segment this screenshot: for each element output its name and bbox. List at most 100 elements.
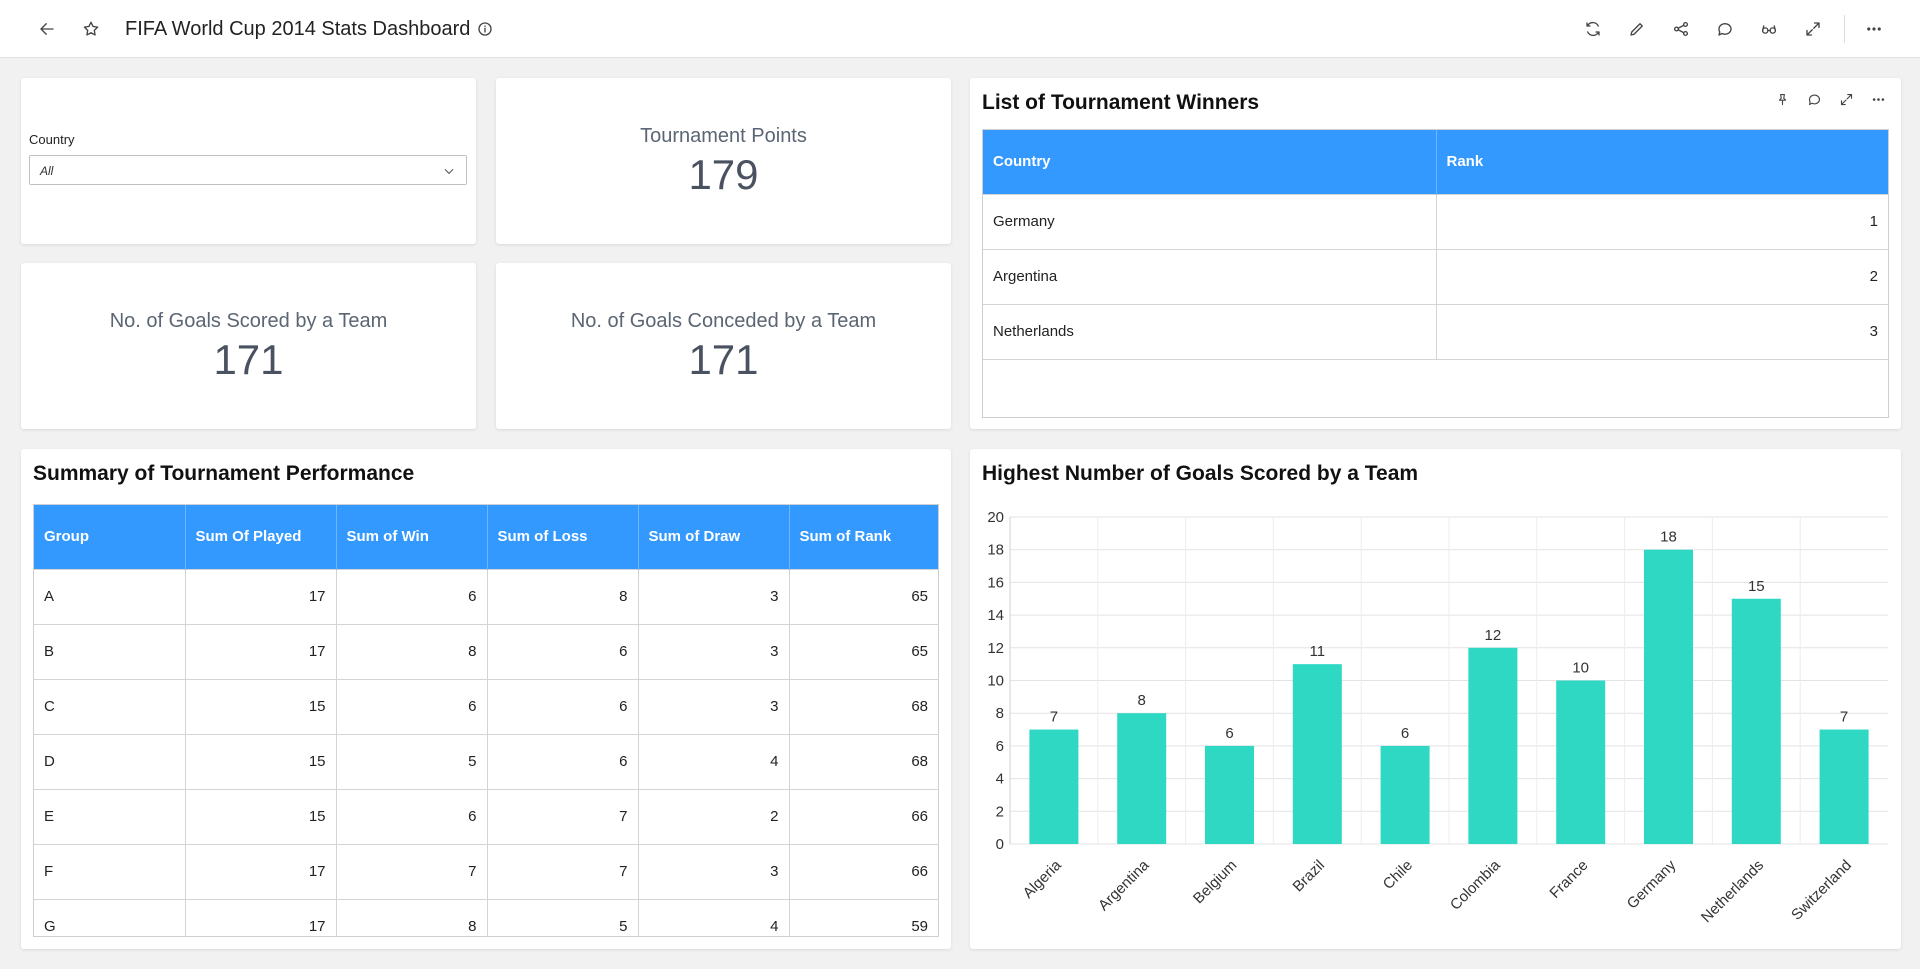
table-row[interactable]: Netherlands 3 (983, 303, 1888, 359)
bar-netherlands[interactable] (1731, 598, 1781, 844)
column-header-rank[interactable]: Rank (1436, 130, 1888, 194)
y-tick-label: 12 (987, 640, 1004, 657)
data-label: 6 (1225, 725, 1233, 742)
header-divider (1844, 15, 1845, 43)
table-cell: 7 (487, 788, 639, 844)
table-cell: C (34, 678, 186, 734)
table-cell: 3 (638, 678, 790, 734)
table-cell: 7 (487, 843, 639, 899)
table-cell: 3 (638, 843, 790, 899)
expand-icon[interactable] (1837, 90, 1855, 108)
y-tick-label: 4 (996, 771, 1004, 788)
column-header-loss[interactable]: Sum of Loss (487, 505, 639, 569)
y-tick-label: 10 (987, 673, 1004, 690)
column-header-country[interactable]: Country (983, 130, 1437, 194)
comment-icon[interactable] (1805, 90, 1823, 108)
bar-argentina[interactable] (1117, 713, 1167, 844)
y-tick-label: 16 (987, 574, 1004, 591)
table-cell: F (34, 843, 186, 899)
table-row[interactable]: C 15 6 6 3 68 (34, 678, 938, 734)
kpi-value: 171 (688, 336, 759, 383)
table-row[interactable]: F 17 7 7 3 66 (34, 843, 938, 899)
table-cell: Germany (983, 193, 1437, 249)
star-icon[interactable] (79, 17, 103, 41)
refresh-icon[interactable] (1581, 17, 1605, 41)
goals-scored-card: No. of Goals Scored by a Team 171 (21, 263, 476, 429)
table-row[interactable]: E 15 6 7 2 66 (34, 788, 938, 844)
data-label: 8 (1138, 692, 1146, 709)
x-tick-label: France (1546, 857, 1591, 902)
chevron-down-icon (442, 164, 456, 178)
table-cell: 6 (487, 623, 639, 679)
y-tick-label: 14 (987, 607, 1004, 624)
dashboard-header: FIFA World Cup 2014 Stats Dashboard (0, 0, 1920, 58)
table-cell: 17 (185, 843, 337, 899)
back-arrow-icon[interactable] (35, 17, 59, 41)
table-cell: A (34, 568, 186, 624)
bar-belgium[interactable] (1205, 745, 1254, 844)
goals-chart-card: Highest Number of Goals Scored by a Team… (970, 449, 1901, 949)
share-icon[interactable] (1669, 17, 1693, 41)
x-tick-label: Colombia (1447, 856, 1504, 913)
data-label: 7 (1050, 709, 1058, 726)
fullscreen-icon[interactable] (1801, 17, 1825, 41)
bar-germany[interactable] (1644, 549, 1693, 844)
more-options-icon[interactable] (1869, 90, 1887, 108)
table-cell: 8 (336, 898, 488, 936)
bar-chile[interactable] (1380, 745, 1430, 844)
data-label: 18 (1660, 529, 1677, 546)
table-row[interactable]: G 17 8 5 4 59 (34, 898, 938, 936)
bar-france[interactable] (1556, 680, 1606, 845)
edit-pencil-icon[interactable] (1625, 17, 1649, 41)
x-tick-label: Brazil (1290, 857, 1329, 896)
table-cell: 8 (487, 568, 639, 624)
comment-icon[interactable] (1713, 17, 1737, 41)
bar-algeria[interactable] (1029, 729, 1079, 844)
column-header-group[interactable]: Group (34, 505, 186, 569)
x-tick-label: Chile (1380, 857, 1416, 893)
tournament-points-card: Tournament Points 179 (496, 78, 951, 244)
table-cell: 7 (336, 843, 488, 899)
more-options-icon[interactable] (1862, 17, 1886, 41)
table-row[interactable]: B 17 8 6 3 65 (34, 623, 938, 679)
country-filter-label: Country (29, 132, 75, 147)
column-header-played[interactable]: Sum Of Played (185, 505, 337, 569)
info-icon[interactable] (473, 17, 497, 41)
table-row[interactable]: Germany 1 (983, 193, 1888, 249)
pin-icon[interactable] (1773, 90, 1791, 108)
goals-conceded-card: No. of Goals Conceded by a Team 171 (496, 263, 951, 429)
table-cell: D (34, 733, 186, 789)
x-tick-label: Netherlands (1698, 857, 1767, 926)
column-header-win[interactable]: Sum of Win (336, 505, 488, 569)
table-cell: 6 (487, 678, 639, 734)
table-cell: Argentina (983, 248, 1437, 304)
kpi-label: No. of Goals Conceded by a Team (570, 310, 877, 332)
table-cell: 17 (185, 568, 337, 624)
country-select-value: All (40, 164, 54, 178)
y-tick-label: 8 (996, 705, 1004, 722)
data-label: 7 (1840, 709, 1848, 726)
table-cell: 15 (185, 733, 337, 789)
table-row[interactable]: Argentina 2 (983, 248, 1888, 304)
data-label: 15 (1748, 578, 1765, 595)
bar-colombia[interactable] (1468, 647, 1518, 844)
bar-brazil[interactable] (1292, 664, 1342, 844)
bar-switzerland[interactable] (1819, 729, 1869, 844)
glasses-icon[interactable] (1757, 17, 1781, 41)
table-cell: 3 (638, 568, 790, 624)
table-cell: E (34, 788, 186, 844)
column-header-rank[interactable]: Sum of Rank (789, 505, 938, 569)
table-row[interactable]: D 15 5 6 4 68 (34, 733, 938, 789)
y-tick-label: 0 (996, 836, 1004, 853)
summary-table: Group Sum Of Played Sum of Win Sum of Lo… (33, 504, 939, 937)
table-row[interactable]: A 17 6 8 3 65 (34, 568, 938, 624)
y-tick-label: 20 (987, 509, 1004, 526)
table-cell: 68 (789, 678, 938, 734)
y-tick-label: 6 (996, 738, 1004, 755)
table-cell: 5 (487, 898, 639, 936)
column-header-draw[interactable]: Sum of Draw (638, 505, 790, 569)
country-select[interactable]: All (29, 155, 467, 185)
card-title: List of Tournament Winners (982, 91, 1260, 114)
table-cell: 17 (185, 898, 337, 936)
table-cell: 5 (336, 733, 488, 789)
